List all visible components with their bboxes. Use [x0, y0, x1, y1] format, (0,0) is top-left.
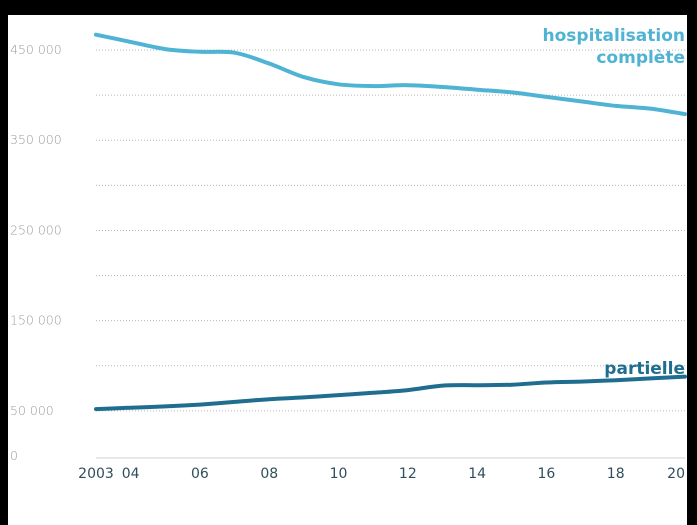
- x-tick-label: 04: [122, 466, 140, 482]
- series-label-hospitalisation-complete: hospitalisation: [543, 26, 685, 46]
- x-tick-label: 14: [468, 466, 486, 482]
- series-line-partielle: [94, 374, 687, 412]
- x-tick-label: 2003: [78, 466, 114, 482]
- x-tick-label: 12: [399, 466, 417, 482]
- y-tick-label: 150 000: [10, 313, 62, 328]
- y-tick-label: 50 000: [10, 403, 54, 418]
- series-line-hospitalisation-complete: [94, 32, 687, 117]
- series-label-hospitalisation-complete: complète: [596, 48, 685, 68]
- y-tick-label: 0: [10, 448, 18, 463]
- x-tick-label: 18: [607, 466, 625, 482]
- y-tick-label: 250 000: [10, 222, 62, 237]
- x-tick-label: 10: [330, 466, 348, 482]
- series-label-partielle: partielle: [604, 359, 685, 379]
- x-tick-label: 16: [537, 466, 555, 482]
- x-tick-label: 20: [667, 466, 685, 482]
- x-tick-label: 08: [260, 466, 278, 482]
- x-tick-label: 06: [191, 466, 209, 482]
- line-chart: 0 50 000 150 000 250 000 350 000 450 000 2003 0…: [10, 26, 687, 482]
- y-tick-label: 450 000: [10, 42, 62, 57]
- chart-frame: 0 50 000 150 000 250 000 350 000 450 000 2003 0…: [8, 15, 687, 525]
- y-tick-label: 350 000: [10, 132, 62, 147]
